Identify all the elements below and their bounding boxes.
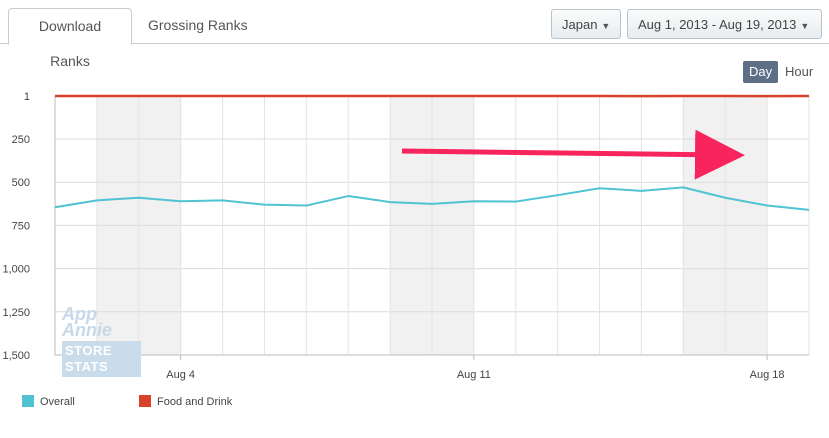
- watermark-line2: STORE STATS: [62, 341, 141, 377]
- y-tick-label: 1,500: [2, 350, 30, 362]
- legend-swatch: [22, 395, 34, 407]
- y-tick-label: 750: [12, 220, 30, 232]
- country-value: Japan: [562, 17, 598, 32]
- watermark-line1: App Annie: [62, 304, 113, 340]
- y-tick-label: 1: [24, 91, 30, 103]
- legend-item-overall[interactable]: Overall: [22, 395, 75, 408]
- tab-grossing-ranks[interactable]: Grossing Ranks: [148, 17, 248, 33]
- annotation-arrow: [401, 129, 745, 180]
- y-tick-label: 250: [12, 134, 30, 146]
- legend-label: Food and Drink: [157, 396, 233, 408]
- y-tick-label: 1,000: [2, 264, 30, 276]
- x-tick-label: Aug 18: [750, 369, 785, 381]
- country-dropdown[interactable]: Japan ▼: [551, 9, 621, 39]
- series-layer: [54, 94, 810, 211]
- y-tick-label: 1,250: [2, 307, 30, 319]
- chevron-down-icon: ▼: [800, 21, 810, 31]
- series-line-overall: [54, 186, 810, 211]
- y-axis: 1 250 500 750 1,000 1,250 1,500: [2, 91, 30, 362]
- granularity-day-button[interactable]: Day: [743, 61, 779, 83]
- rank-tabs: Download Ranks Grossing Ranks: [0, 0, 829, 69]
- date-range-dropdown[interactable]: Aug 1, 2013 - Aug 19, 2013 ▼: [627, 9, 822, 39]
- tab-divider: [0, 43, 829, 44]
- tab-download-ranks[interactable]: Download Ranks: [8, 8, 132, 69]
- grid-lines: [54, 95, 810, 356]
- x-tick-label: Aug 11: [457, 369, 491, 381]
- legend-item-food-and-drink[interactable]: Food and Drink: [139, 395, 232, 408]
- watermark-logo: App Annie STORE STATS: [62, 304, 142, 377]
- granularity-hour-button[interactable]: Hour: [785, 64, 814, 79]
- chevron-down-icon: ▼: [601, 21, 611, 31]
- legend-swatch: [139, 395, 151, 407]
- date-range-value: Aug 1, 2013 - Aug 19, 2013: [638, 17, 797, 32]
- y-tick-label: 500: [12, 177, 30, 189]
- x-axis: Aug 4 Aug 11 Aug 18: [166, 355, 785, 381]
- legend-label: Overall: [40, 396, 75, 408]
- x-tick-label: Aug 4: [166, 369, 195, 381]
